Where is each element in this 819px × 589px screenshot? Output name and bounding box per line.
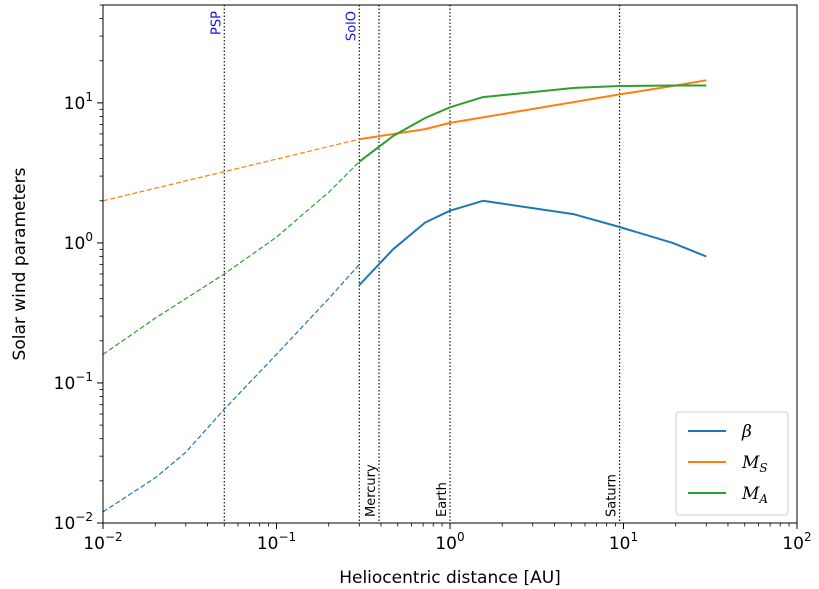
series-3-dashed-line — [102, 161, 360, 355]
series-1-dashed-line — [102, 264, 360, 513]
x-tick-label: 102 — [782, 530, 811, 554]
series-3-solid-line — [358, 84, 707, 163]
vline-label-psp: PSP — [209, 11, 224, 35]
vertical-marker-labels: PSP SolO Mercury Earth Saturn — [209, 11, 619, 517]
vline-label-mercury: Mercury — [364, 464, 379, 517]
legend-label-2: MS — [741, 453, 768, 475]
x-axis-title: Heliocentric distance [AU] — [339, 568, 561, 588]
series-layer — [102, 79, 707, 513]
y-tick-label: 101 — [64, 90, 93, 114]
series-2-dashed-line — [102, 138, 360, 202]
vline-label-saturn: Saturn — [605, 474, 620, 517]
x-tick-label: 10−2 — [83, 530, 122, 554]
y-tick-label: 100 — [64, 230, 93, 254]
x-tick-label: 10−1 — [257, 530, 296, 554]
y-axis-title: Solar wind parameters — [10, 167, 30, 360]
legend-label-3: MA — [741, 484, 768, 506]
x-tick-label: 100 — [435, 530, 464, 554]
y-tick-label: 10−1 — [54, 370, 93, 394]
axis-ticks: 10−2 10−1 100 101 102 10−2 10−1 100 101 — [54, 4, 812, 554]
legend: β MS MA — [675, 411, 789, 516]
y-tick-label: 10−2 — [54, 510, 93, 534]
vline-label-earth: Earth — [435, 482, 450, 517]
legend-label-1: β — [741, 422, 752, 442]
vline-label-solo: SolO — [344, 11, 359, 41]
legend-frame — [675, 411, 789, 516]
x-tick-label: 101 — [609, 530, 638, 554]
series-1-solid-line — [358, 199, 707, 286]
